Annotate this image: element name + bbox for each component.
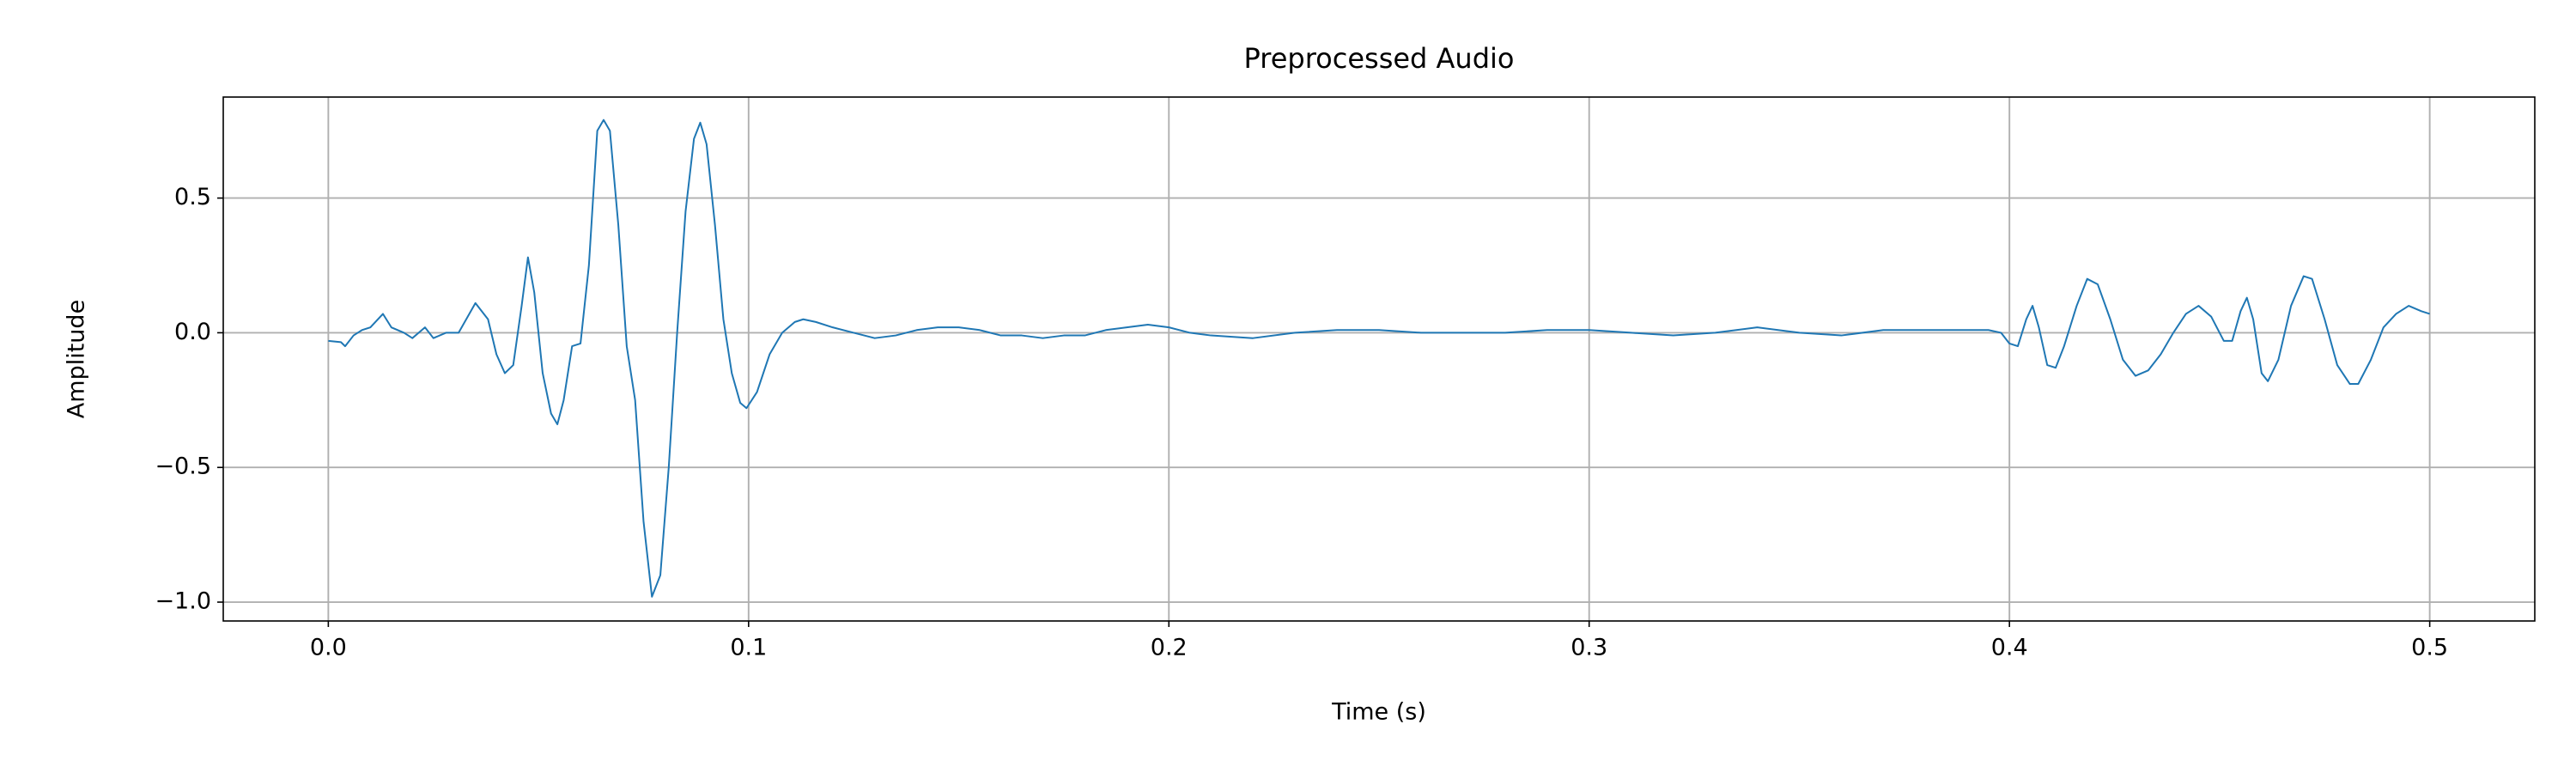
x-tick-label: 0.5	[2411, 635, 2448, 661]
x-tick-label: 0.4	[1991, 635, 2028, 661]
x-axis-label: Time (s)	[1331, 699, 1426, 726]
x-tick-label: 0.0	[310, 635, 347, 661]
x-tick-label: 0.2	[1151, 635, 1188, 661]
y-tick-label: 0.0	[174, 319, 211, 345]
x-tick-label: 0.3	[1571, 635, 1607, 661]
plot-frame	[222, 96, 2536, 622]
waveform-line	[328, 119, 2430, 598]
y-tick-label: −1.0	[155, 588, 211, 615]
y-tick-label: −0.5	[155, 453, 211, 480]
y-tick-label: 0.5	[174, 184, 211, 210]
y-axis-label: Amplitude	[64, 300, 90, 418]
x-tick-label: 0.1	[730, 635, 767, 661]
chart-title: Preprocessed Audio	[1244, 42, 1515, 75]
